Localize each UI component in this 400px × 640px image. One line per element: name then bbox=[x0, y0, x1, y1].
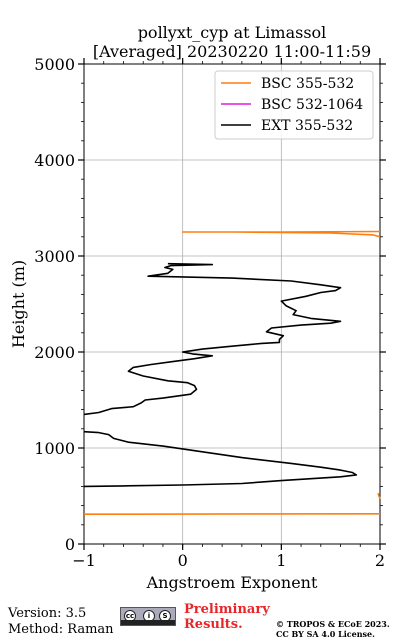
copyright-line-1: © TROPOS & ECoE 2023. bbox=[276, 619, 390, 629]
cc-icon: cc bbox=[124, 610, 136, 622]
y-tick-label: 0 bbox=[65, 535, 75, 554]
y-tick-label: 1000 bbox=[34, 439, 75, 458]
chart-title: pollyxt_cyp at Limassol bbox=[138, 23, 327, 42]
y-tick-label: 2000 bbox=[34, 343, 75, 362]
x-tick-label: −1 bbox=[72, 551, 96, 570]
legend-label-0: BSC 355-532 bbox=[261, 76, 354, 92]
x-tick-label: 1 bbox=[276, 551, 286, 570]
version-text: Version: 3.5 bbox=[8, 606, 87, 621]
x-axis-label: Angstroem Exponent bbox=[146, 573, 318, 592]
x-tick-label: 0 bbox=[178, 551, 188, 570]
series-lines bbox=[83, 230, 381, 515]
y-tick-label: 3000 bbox=[34, 247, 75, 266]
cc-license-badge: cc i S bbox=[120, 607, 176, 626]
copyright-text: © TROPOS & ECoE 2023. CC BY SA 4.0 Licen… bbox=[276, 619, 390, 639]
x-tick-label: 2 bbox=[375, 551, 385, 570]
legend-label-2: EXT 355-532 bbox=[261, 118, 353, 134]
legend-box bbox=[214, 70, 374, 140]
y-tick-label: 4000 bbox=[34, 151, 75, 170]
chart-subtitle: [Averaged] 20230220 11:00-11:59 bbox=[93, 42, 371, 61]
y-axis-label: Height (m) bbox=[9, 260, 28, 348]
series-line-0 bbox=[83, 230, 381, 515]
copyright-line-2: CC BY SA 4.0 License. bbox=[276, 629, 375, 639]
preliminary-line-1: Preliminary bbox=[184, 602, 270, 617]
grid bbox=[84, 64, 380, 544]
plot-frame bbox=[83, 63, 381, 545]
legend-label-1: BSC 532-1064 bbox=[261, 97, 363, 113]
series-line-2 bbox=[83, 262, 358, 488]
legend: BSC 355-532 BSC 532-1064 EXT 355-532 bbox=[214, 70, 374, 140]
preliminary-results-text: Preliminary Results. bbox=[184, 602, 270, 632]
preliminary-line-2: Results. bbox=[184, 617, 243, 632]
badge-strip bbox=[121, 620, 175, 625]
method-text: Method: Raman bbox=[8, 622, 114, 637]
y-tick-label: 5000 bbox=[34, 55, 75, 74]
